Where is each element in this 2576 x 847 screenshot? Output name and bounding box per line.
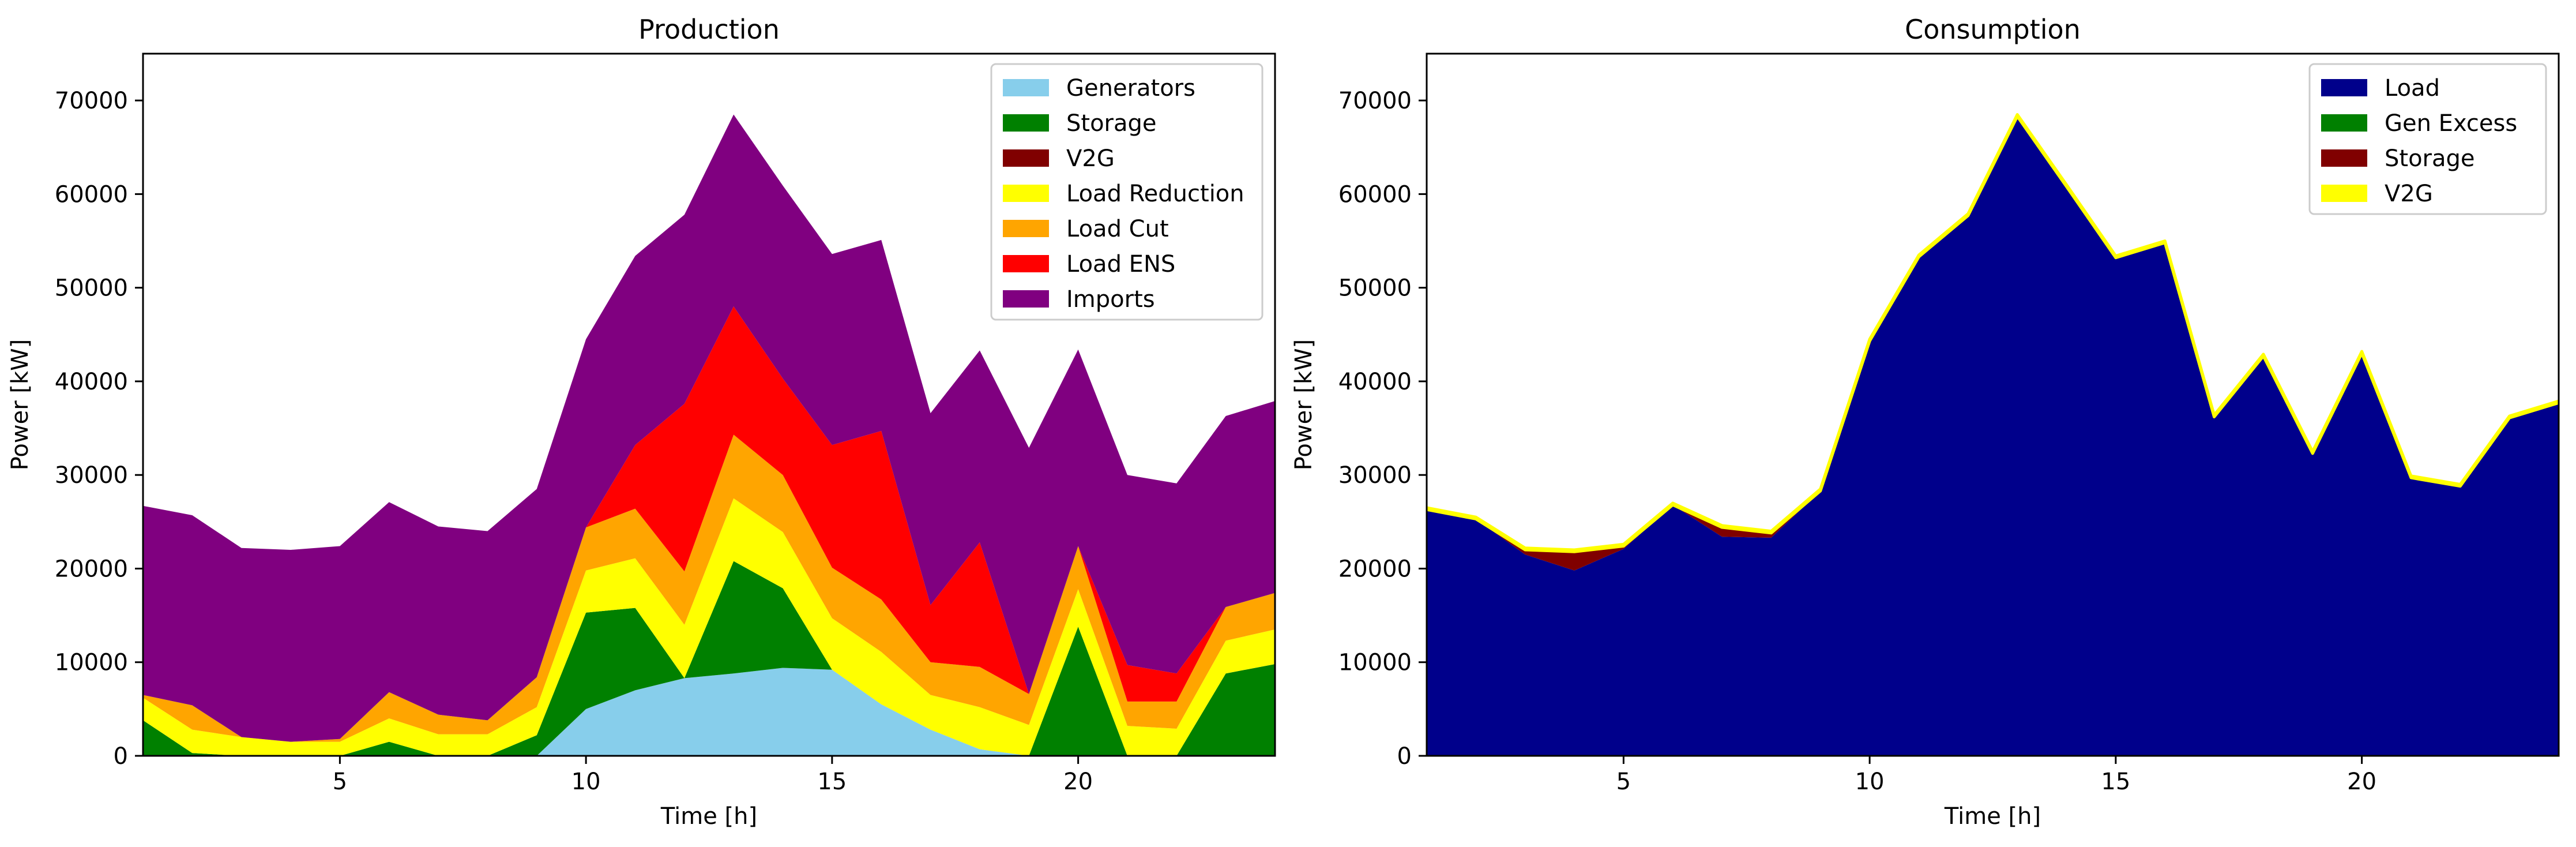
production-area-load-ens: [143, 306, 1275, 742]
production-legend-box: [990, 63, 1263, 321]
production-xtick-label: 10: [571, 769, 601, 795]
consumption-ytick-label: 30000: [1338, 462, 1412, 489]
consumption-ytick-label: 0: [1397, 743, 1412, 770]
production-legend-swatch-load-reduction: [1003, 185, 1049, 202]
production-legend-swatch-v2g: [1003, 149, 1049, 167]
consumption-ytick-label: 60000: [1338, 181, 1412, 208]
production-axes-frame: [142, 53, 1276, 757]
production-legend-swatch-storage: [1003, 114, 1049, 132]
production-area-storage: [143, 561, 1275, 756]
consumption-xtick-label: 10: [1855, 769, 1885, 795]
consumption-xlabel: Time [h]: [1944, 803, 2041, 830]
production-legend-label-load-ens: Load ENS: [1066, 251, 1175, 278]
production-legend-swatch-load-cut: [1003, 220, 1049, 237]
consumption-ytick-label: 10000: [1338, 650, 1412, 676]
production-ytick-label: 40000: [55, 369, 128, 395]
production-ytick-label: 50000: [55, 275, 128, 302]
consumption-legend-label-v2g: V2G: [2385, 181, 2433, 207]
consumption-xtick-label: 15: [2101, 769, 2130, 795]
consumption-areas: [1427, 113, 2559, 756]
consumption-axes-frame: [1426, 53, 2560, 757]
production-legend: Generators Storage V2G Load Reduction Load C…: [990, 63, 1263, 321]
production-xtick-label: 5: [333, 769, 347, 795]
consumption-ytick-label: 40000: [1338, 369, 1412, 395]
production-area-imports: [143, 114, 1275, 742]
consumption-legend-swatch-gen-excess: [2321, 114, 2367, 132]
consumption-legend-swatch-storage: [2321, 149, 2367, 167]
production-xtick-label: 20: [1063, 769, 1093, 795]
consumption-legend-label-gen-excess: Gen Excess: [2385, 110, 2517, 137]
production-ytick-label: 30000: [55, 462, 128, 489]
production-area-load-reduction: [143, 498, 1275, 756]
consumption-ytick-label: 20000: [1338, 556, 1412, 582]
production-legend-swatch-load-ens: [1003, 255, 1049, 272]
consumption-ylabel: Power [kW]: [1291, 339, 1317, 471]
production-chart: 5 10 15 20 0 10000 20000 30000 40000 50000 60000 70…: [7, 14, 1276, 830]
production-ytick-label: 70000: [55, 88, 128, 114]
production-area-generators: [143, 668, 1275, 756]
production-legend-label-generators: Generators: [1066, 75, 1195, 102]
production-ylabel: Power [kW]: [7, 339, 33, 471]
consumption-legend-label-load: Load: [2385, 75, 2440, 102]
production-legend-swatch-generators: [1003, 79, 1049, 96]
production-ytick-label: 0: [114, 743, 128, 770]
production-title: Production: [638, 14, 780, 45]
production-xlabel: Time [h]: [660, 803, 757, 830]
consumption-legend-box: [2308, 63, 2547, 215]
production-xtick-label: 15: [817, 769, 847, 795]
consumption-area-load: [1427, 116, 2559, 756]
consumption-legend-swatch-load: [2321, 79, 2367, 96]
production-ytick-label: 10000: [55, 650, 128, 676]
consumption-title: Consumption: [1905, 14, 2081, 45]
consumption-ytick-label: 50000: [1338, 275, 1412, 302]
consumption-legend-label-storage: Storage: [2385, 145, 2475, 172]
production-area-load-cut: [143, 434, 1275, 742]
consumption-area-v2g: [1427, 113, 2559, 553]
production-legend-label-load-reduction: Load Reduction: [1066, 181, 1244, 207]
consumption-legend-swatch-v2g: [2321, 185, 2367, 202]
production-ytick-label: 20000: [55, 556, 128, 582]
production-legend-label-load-cut: Load Cut: [1066, 216, 1169, 242]
consumption-ytick-label: 70000: [1338, 88, 1412, 114]
consumption-xtick-label: 5: [1616, 769, 1631, 795]
consumption-legend: Load Gen Excess Storage V2G: [2308, 63, 2547, 215]
production-ytick-label: 60000: [55, 181, 128, 208]
production-legend-swatch-imports: [1003, 290, 1049, 308]
production-legend-label-v2g: V2G: [1066, 145, 1115, 172]
production-legend-label-storage: Storage: [1066, 110, 1157, 137]
production-areas: [143, 114, 1275, 756]
consumption-xtick-label: 20: [2347, 769, 2376, 795]
consumption-chart: 5 10 15 20 0 10000 20000 30000 40000 50000 60000 70…: [1291, 14, 2560, 830]
production-legend-label-imports: Imports: [1066, 286, 1155, 313]
